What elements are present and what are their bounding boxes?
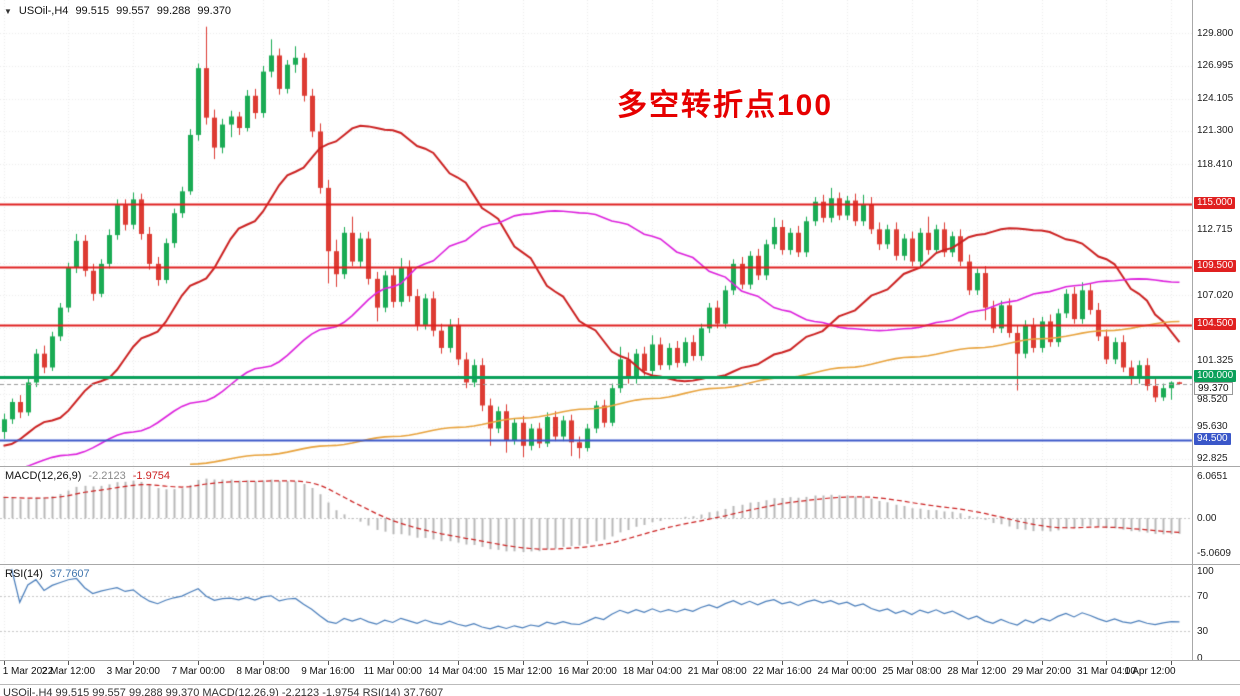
clipped-footer-text: USOil-,H4 99.515 99.557 99.288 99.370 MA… xyxy=(3,687,444,696)
collapse-icon[interactable]: ▼ xyxy=(4,6,12,16)
ohlc-high: 99.557 xyxy=(116,5,150,17)
time-axis-border xyxy=(0,660,1240,661)
rsi-value: 37.7607 xyxy=(49,568,90,580)
symbol-timeframe: USOil-,H4 xyxy=(18,5,69,17)
panel-separator-macd-rsi[interactable] xyxy=(0,564,1240,565)
price-axis-border xyxy=(1192,0,1193,660)
chart-header: ▼ USOil-,H4 99.515 99.557 99.288 99.370 xyxy=(4,5,231,17)
macd-panel-label: MACD(12,26,9) -2.2123 -1.9754 xyxy=(5,470,170,482)
footer-border xyxy=(0,684,1240,685)
annotation-text: 多空转折点100 xyxy=(617,89,834,122)
ohlc-close: 99.370 xyxy=(197,5,232,17)
macd-signal-value: -1.9754 xyxy=(132,470,171,482)
ohlc-low: 99.288 xyxy=(156,5,191,17)
rsi-panel-label: RSI(14) 37.7607 xyxy=(5,568,90,580)
macd-main-value: -2.2123 xyxy=(88,470,126,482)
ohlc-open: 99.515 xyxy=(75,5,110,17)
panel-separator-main-macd[interactable] xyxy=(0,466,1240,467)
macd-indicator-name: MACD(12,26,9) xyxy=(5,470,82,482)
rsi-indicator-name: RSI(14) xyxy=(5,568,43,580)
